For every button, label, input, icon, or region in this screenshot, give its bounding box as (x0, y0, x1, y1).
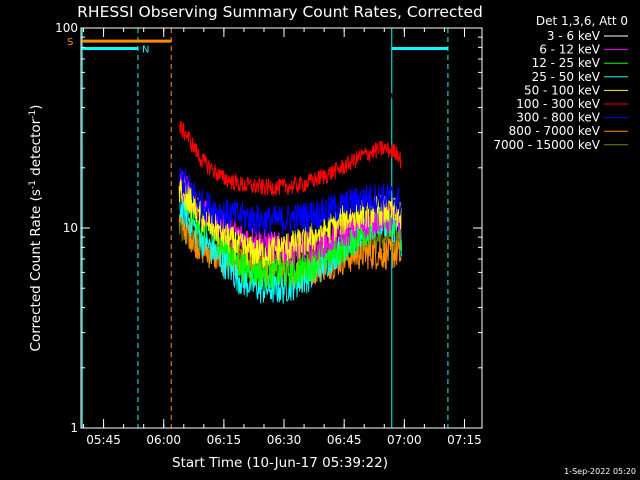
plot-frame (80, 27, 483, 429)
state-bars: SN (67, 37, 448, 55)
chart-title: RHESSI Observing Summary Count Rates, Co… (77, 3, 483, 21)
x-tick-label: 06:15 (207, 433, 242, 447)
y-tick-label: 10 (63, 221, 78, 235)
generated-timestamp: 1-Sep-2022 05:20 (564, 467, 636, 476)
state-label: S (67, 37, 73, 48)
x-tick-label: 06:45 (327, 433, 362, 447)
x-axis-label: Start Time (10-Jun-17 05:39:22) (172, 455, 388, 471)
legend-header: Det 1,3,6, Att 0 (536, 14, 628, 28)
series-line (178, 167, 402, 237)
y-axis: 1 10 100 (55, 21, 482, 435)
series-line (179, 120, 403, 197)
legend-entry: 300 - 800 keV (516, 111, 600, 125)
state-label: N (142, 44, 149, 55)
y-tick-label: 100 (55, 21, 78, 35)
legend-entry: 800 - 7000 keV (509, 124, 601, 138)
x-tick-label: 07:00 (387, 433, 422, 447)
legend-entry: 7000 - 15000 keV (493, 138, 600, 152)
x-tick-label: 07:15 (447, 433, 482, 447)
x-tick-label: 06:00 (146, 433, 181, 447)
series-group (178, 81, 403, 304)
legend-entry: 25 - 50 keV (532, 70, 601, 84)
legend-entry: 6 - 12 keV (539, 43, 601, 57)
series-line (178, 81, 403, 241)
y-axis-label: Corrected Count Rate (s-1 detector-1) (28, 105, 44, 352)
x-tick-label: 05:45 (86, 433, 121, 447)
x-axis: 05:45 06:00 06:15 06:30 06:45 07:00 07:15 (83, 28, 482, 447)
x-tick-label: 06:30 (267, 433, 302, 447)
legend-entry: 12 - 25 keV (532, 56, 601, 70)
legend-entry: 50 - 100 keV (524, 83, 601, 97)
legend-entry: 100 - 300 keV (516, 97, 600, 111)
y-tick-label: 1 (70, 421, 78, 435)
legend-entry: 3 - 6 keV (547, 29, 601, 43)
